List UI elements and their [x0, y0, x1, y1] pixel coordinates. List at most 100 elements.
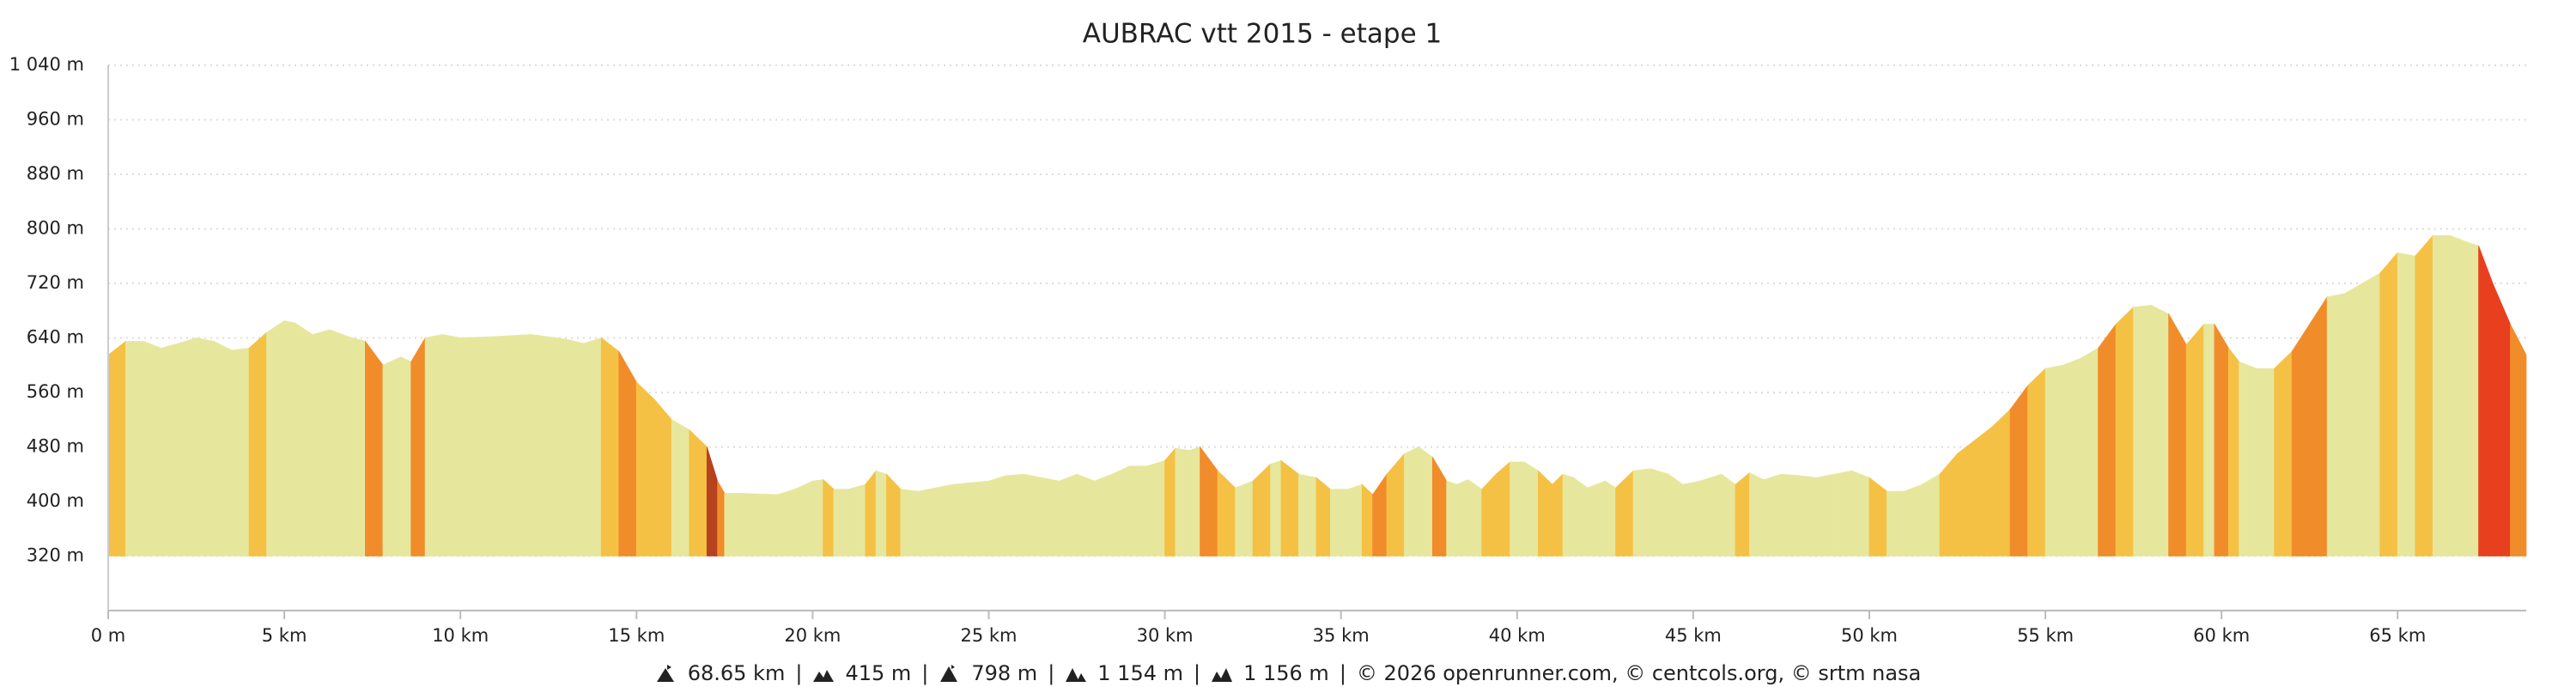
profile-segment	[886, 473, 902, 556]
profile-segment	[2432, 235, 2451, 556]
profile-segment	[2510, 324, 2527, 556]
profile-segment	[2397, 252, 2416, 556]
profile-segment	[1200, 446, 1218, 556]
profile-segment	[2227, 347, 2240, 556]
profile-segment	[1604, 480, 1617, 556]
profile-segment	[875, 470, 887, 556]
profile-segment	[1721, 473, 1736, 556]
profile-segment	[1446, 480, 1458, 556]
profile-segment	[1510, 461, 1525, 556]
y-tick-label: 400 m	[27, 490, 84, 511]
profile-segment	[635, 381, 655, 556]
profile-segment	[1175, 447, 1190, 556]
profile-segment	[382, 356, 401, 556]
profile-segment	[1682, 480, 1701, 556]
profile-segment	[1816, 473, 1835, 556]
x-tick-label: 55 km	[2017, 625, 2074, 646]
profile-segment	[1562, 473, 1574, 556]
profile-segment	[2063, 357, 2081, 556]
profile-segment	[918, 487, 937, 556]
profile-segment	[1763, 473, 1782, 556]
profile-segment	[706, 447, 719, 556]
profile-segment	[988, 475, 1007, 556]
profile-segment	[2214, 323, 2229, 556]
profile-segment	[1922, 473, 1941, 556]
profile-segment	[1781, 473, 1800, 556]
profile-segment	[2080, 347, 2099, 556]
profile-segment	[1361, 483, 1374, 556]
profile-segment	[1005, 473, 1024, 556]
y-tick-label: 480 m	[27, 436, 84, 457]
footer: 68.65 km | 415 m | 798 m | 1 154 m | 1 156 m | © 2…	[0, 660, 2576, 687]
profile-segment	[143, 340, 161, 556]
profile-segment	[2133, 304, 2152, 556]
profile-segment	[618, 350, 637, 556]
profile-segment	[1431, 455, 1448, 556]
profile-segment	[2415, 234, 2433, 556]
x-tick-label: 5 km	[262, 625, 307, 646]
profile-segment	[1298, 473, 1317, 556]
profile-segment	[823, 478, 835, 556]
profile-segment	[1699, 473, 1722, 556]
profile-segment	[1573, 477, 1589, 556]
profile-segment	[1749, 472, 1765, 556]
y-tick-label: 720 m	[27, 272, 84, 293]
profile-segment	[1094, 473, 1113, 556]
profile-segment	[1146, 459, 1165, 556]
profile-segment	[2203, 324, 2215, 556]
stat: 68.65 km	[687, 661, 786, 685]
profile-segment	[495, 334, 532, 556]
stat-icon	[656, 665, 674, 682]
profile-segment	[2150, 304, 2170, 556]
profile-segment	[717, 479, 726, 556]
profile-segment	[161, 343, 179, 556]
profile-segment	[530, 334, 567, 556]
profile-segment	[2467, 241, 2480, 556]
stat-icon	[1212, 668, 1233, 682]
profile-segment	[1851, 470, 1870, 556]
profile-segment	[2492, 283, 2511, 556]
profile-segment	[2098, 323, 2117, 556]
chart-title: AUBRAC vtt 2015 - etape 1	[1083, 19, 1442, 50]
profile-segment	[848, 483, 866, 556]
profile-segment	[741, 493, 778, 556]
profile-segment	[2344, 283, 2363, 556]
profile-segment	[1235, 480, 1254, 556]
x-tick-label: 35 km	[1313, 625, 1370, 646]
profile-segment	[2326, 293, 2346, 556]
profile-segment	[1523, 461, 1539, 556]
profile-segment	[295, 322, 313, 556]
profile-segment	[1329, 489, 1349, 556]
profile-segment	[583, 337, 602, 556]
profile-segment	[1992, 408, 2011, 556]
profile-segment	[1537, 470, 1553, 556]
profile-segment	[1587, 480, 1606, 556]
profile-segment	[724, 493, 743, 556]
x-tick-label: 0 m	[91, 625, 126, 646]
chart: AUBRAC vtt 2015 - etape 1 320 m 400 m 480 …	[9, 19, 2527, 646]
profile-segment	[1467, 478, 1483, 556]
profile-segment	[2115, 306, 2135, 556]
profile-segment	[2168, 313, 2187, 556]
x-tick-label: 60 km	[2193, 625, 2250, 646]
profile-segment	[2256, 368, 2275, 556]
profile-segment	[776, 489, 796, 556]
profile-segment	[1886, 490, 1905, 556]
profile-segment	[442, 334, 461, 556]
profile-segment	[1615, 470, 1634, 556]
y-tick-label: 640 m	[27, 327, 84, 348]
profile-segment	[312, 329, 331, 556]
stat: 415 m	[845, 661, 912, 685]
profile-segment	[125, 341, 144, 556]
x-tick-label: 40 km	[1489, 625, 1546, 646]
profile-segment	[565, 338, 585, 556]
profile-segment	[1418, 446, 1433, 556]
profile-segment	[2239, 361, 2257, 556]
profile-segment	[1939, 453, 1958, 556]
profile-segment	[365, 340, 384, 556]
y-tick-label: 1 040 m	[9, 54, 84, 75]
profile-segment	[865, 470, 877, 556]
profile-segment	[2361, 272, 2381, 556]
profile-segment	[1111, 465, 1130, 556]
